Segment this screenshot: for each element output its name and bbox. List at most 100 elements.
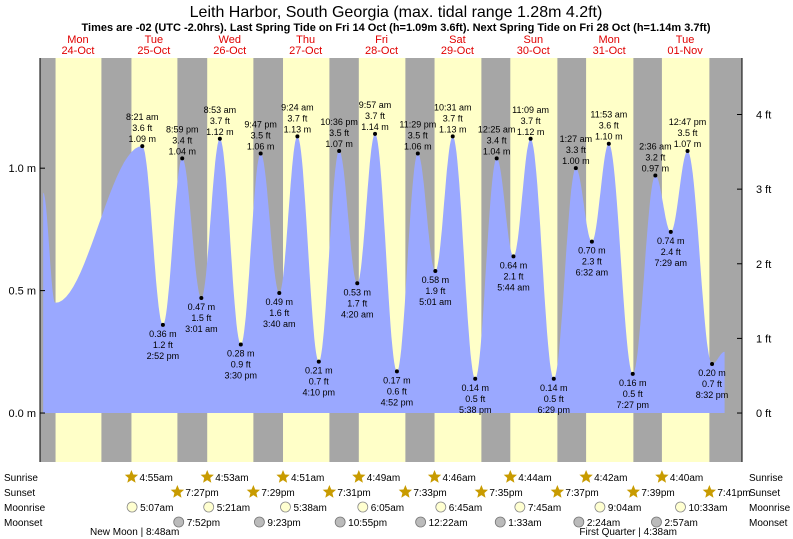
moonrise-time: 7:45am [528, 503, 561, 514]
moonset-time: 12:22am [429, 518, 468, 529]
tide-curve [43, 133, 725, 413]
tide-point [668, 229, 673, 234]
tide-point [653, 173, 658, 178]
sun-icon [398, 485, 412, 498]
moonset-time: 9:23pm [267, 518, 300, 529]
sunrise-time: 4:55am [139, 473, 172, 484]
tide-m-label: 1.07 m [325, 139, 353, 149]
moonrise-time: 5:38am [293, 503, 326, 514]
sunrise-time: 4:53am [215, 473, 248, 484]
day-date: 31-Oct [593, 45, 626, 57]
tide-ft-label: 1.7 ft [347, 298, 368, 308]
sun-icon [702, 485, 716, 498]
tide-ft-label: 3.3 ft [566, 145, 587, 155]
tide-m-label: 1.12 m [206, 127, 234, 137]
moon-phase-note: First Quarter | 4:38am [579, 527, 677, 538]
sun-icon [550, 485, 565, 498]
moonset-time: 2:57am [664, 518, 697, 529]
day-date: 29-Oct [441, 45, 474, 57]
tide-m-label: 0.58 m [422, 275, 450, 285]
moonrise-time: 6:45am [449, 503, 482, 514]
tide-time-label: 8:21 am [126, 112, 159, 122]
tide-time-label: 9:24 am [281, 102, 314, 112]
left-axis-label: 1.0 m [8, 163, 36, 175]
chart-title: Leith Harbor, South Georgia (max. tidal … [190, 4, 603, 21]
tide-time-label: 5:38 pm [459, 405, 492, 415]
tide-m-label: 1.06 m [247, 141, 275, 151]
sunset-row-label-right: Sunset [749, 488, 780, 499]
tide-ft-label: 0.9 ft [231, 359, 252, 369]
moonset-time: 10:55pm [348, 518, 387, 529]
moonrise-icon [280, 501, 291, 513]
sunset-time: 7:37pm [565, 488, 598, 499]
right-axis-label: 4 ft [756, 110, 771, 122]
tide-time-label: 12:47 pm [669, 117, 707, 127]
tide-time-label: 4:20 am [341, 309, 374, 319]
tide-m-label: 1.04 m [168, 146, 196, 156]
moonrise-icon [357, 501, 369, 513]
sunset-row-label: Sunset [4, 488, 35, 499]
tide-point [589, 239, 594, 244]
tide-time-label: 12:25 am [478, 124, 516, 134]
tide-ft-label: 0.5 ft [465, 394, 486, 404]
sunrise-time: 4:44am [518, 473, 551, 484]
sun-icon [503, 470, 517, 483]
right-axis-label: 3 ft [756, 184, 771, 196]
moonrise-icon [126, 501, 138, 513]
sun-icon [626, 485, 640, 498]
tide-ft-label: 3.6 ft [599, 121, 620, 131]
tide-time-label: 11:29 pm [399, 119, 436, 129]
moonrise-time: 6:05am [371, 503, 404, 514]
tide-ft-label: 0.5 ft [623, 389, 644, 399]
tide-point [295, 134, 300, 139]
moonset-time: 1:33am [508, 518, 541, 529]
tide-ft-label: 0.5 ft [544, 394, 565, 404]
day-name: Sun [524, 34, 544, 46]
tide-point [528, 136, 533, 141]
tide-point [355, 281, 360, 286]
moonset-row-label-right: Moonset [749, 518, 788, 529]
tide-m-label: 0.28 m [227, 348, 255, 358]
moonset-icon [173, 516, 185, 528]
sunrise-time: 4:49am [367, 473, 400, 484]
tide-time-label: 3:40 am [263, 319, 296, 329]
right-axis-label: 1 ft [756, 333, 771, 345]
day-name: Mon [598, 34, 619, 46]
day-date: 30-Oct [517, 45, 550, 57]
tide-m-label: 1.00 m [562, 156, 590, 166]
tide-m-label: 1.09 m [129, 134, 157, 144]
tide-ft-label: 0.7 ft [702, 379, 723, 389]
tide-point [217, 136, 222, 141]
tide-m-label: 1.04 m [483, 146, 511, 156]
tide-m-label: 0.14 m [540, 383, 568, 393]
tide-time-label: 9:47 pm [244, 119, 277, 129]
tide-area [43, 133, 725, 413]
tide-point [180, 156, 185, 161]
tide-point [337, 149, 342, 154]
day-name: Thu [296, 34, 315, 46]
moonset-time: 2:24am [587, 518, 620, 529]
tide-time-label: 8:32 pm [696, 390, 729, 400]
sunrise-time: 4:46am [443, 473, 476, 484]
tide-point [238, 342, 243, 347]
tide-ft-label: 2.4 ft [661, 247, 682, 257]
sun-icon [124, 470, 139, 483]
moonrise-time: 5:07am [140, 503, 173, 514]
day-name: Sat [449, 34, 466, 46]
sunset-time: 7:33pm [413, 488, 446, 499]
tide-ft-label: 3.7 ft [443, 113, 464, 123]
tide-point [415, 151, 420, 156]
tide-ft-label: 0.6 ft [387, 386, 408, 396]
tide-point [316, 359, 321, 364]
tide-point [140, 144, 145, 149]
sun-icon [170, 485, 185, 498]
tide-point [573, 166, 578, 171]
tide-time-label: 8:53 am [204, 105, 237, 115]
right-axis-label: 2 ft [756, 259, 771, 271]
moonset-icon [573, 516, 585, 528]
tide-time-label: 5:44 am [497, 282, 530, 292]
tide-point [494, 156, 499, 161]
tide-time-label: 10:36 pm [320, 117, 358, 127]
moonrise-time: 9:04am [608, 503, 641, 514]
moonset-row-label: Moonset [4, 518, 43, 529]
